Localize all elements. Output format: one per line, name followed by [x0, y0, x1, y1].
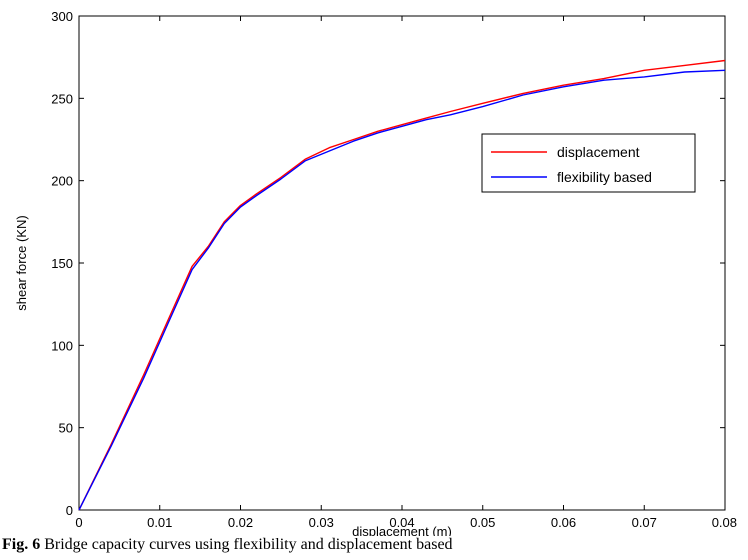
- y-tick-label: 100: [51, 338, 73, 353]
- x-tick-label: 0.01: [147, 515, 172, 530]
- legend-label-displacement: displacement: [557, 144, 640, 160]
- y-tick-label: 0: [66, 503, 73, 518]
- caption-prefix: Fig. 6: [2, 536, 41, 553]
- x-axis-label: displacement (m): [352, 524, 452, 539]
- chart: 0 0.01 0.02 0.03 0.04 0.05 0.06 0.07 0.08 0 50 100 1…: [14, 9, 737, 539]
- series-line-displacement: [78, 59, 726, 511]
- x-tick-label: 0.05: [470, 515, 495, 530]
- x-tick-label: 0.07: [632, 515, 657, 530]
- series-line-flexibility-based: [78, 69, 726, 511]
- y-tick-label: 200: [51, 174, 73, 189]
- ticks-layer: 0 0.01 0.02 0.03 0.04 0.05 0.06 0.07 0.08 0 50 100 1…: [51, 9, 737, 530]
- legend-box: [481, 133, 696, 193]
- y-tick-label: 150: [51, 256, 73, 271]
- plot-area: [78, 15, 726, 511]
- y-tick-label: 300: [51, 9, 73, 24]
- legend-label-flexibility-based: flexibility based: [557, 169, 652, 185]
- figure-caption: Fig. 6 Bridge capacity curves using flex…: [2, 536, 746, 560]
- x-tick-label: 0.03: [309, 515, 334, 530]
- series-layer: [78, 59, 726, 511]
- legend: displacement flexibility based: [481, 133, 696, 193]
- x-tick-label: 0.08: [712, 515, 737, 530]
- y-axis-label: shear force (KN): [14, 215, 29, 310]
- x-tick-label: 0: [75, 515, 82, 530]
- y-tick-label: 250: [51, 91, 73, 106]
- x-tick-label: 0.06: [551, 515, 576, 530]
- y-tick-label: 50: [59, 421, 73, 436]
- caption-text: Bridge capacity curves using flexibility…: [40, 536, 453, 553]
- x-tick-label: 0.04: [389, 515, 414, 530]
- x-tick-label: 0.02: [228, 515, 253, 530]
